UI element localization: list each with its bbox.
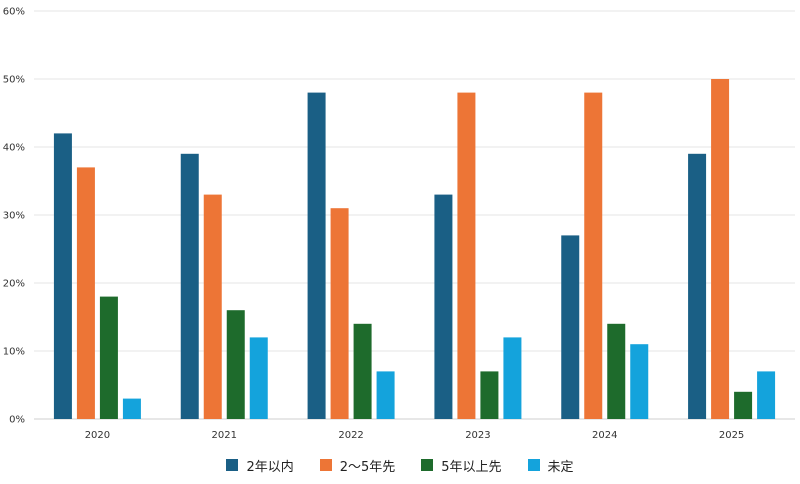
legend-item: 2年以内 — [226, 456, 294, 475]
bars — [53, 79, 776, 420]
bar-2023-5年以上先 — [480, 371, 499, 419]
bar-2025-5年以上先 — [734, 391, 753, 419]
x-axis: 2020 2021 2022 2023 2024 2025 — [85, 430, 745, 441]
legend-swatch — [527, 459, 540, 471]
bar-2020-5年以上先 — [99, 296, 118, 419]
bar-2024-2〜5年先 — [584, 92, 603, 419]
y-tick-label: 40% — [3, 143, 25, 154]
bar-2023-未定 — [503, 337, 522, 419]
legend-item: 未定 — [527, 456, 574, 475]
legend-swatch — [421, 459, 434, 471]
bar-2020-未定 — [122, 398, 141, 419]
x-tick-label: 2025 — [719, 430, 744, 441]
bar-2025-2〜5年先 — [711, 79, 730, 419]
legend: 2年以内 2〜5年先 5年以上先 未定 — [0, 454, 800, 476]
bar-2024-2年以内 — [561, 235, 580, 419]
bar-2025-未定 — [757, 371, 776, 419]
bar-2021-2年以内 — [180, 153, 199, 420]
bar-2024-5年以上先 — [607, 323, 626, 419]
legend-label: 未定 — [547, 459, 574, 475]
bar-2021-5年以上先 — [226, 310, 245, 419]
legend-label: 2年以内 — [246, 459, 294, 475]
bar-2023-2〜5年先 — [457, 92, 476, 419]
y-axis: 0% 10% 20% 30% 40% 50% 60% — [3, 7, 25, 426]
legend-label: 5年以上先 — [441, 459, 502, 475]
y-tick-label: 50% — [3, 75, 25, 86]
x-tick-label: 2024 — [592, 430, 617, 441]
x-tick-label: 2022 — [338, 430, 363, 441]
bar-2025-2年以内 — [688, 153, 707, 420]
x-tick-label: 2020 — [85, 430, 110, 441]
bar-2021-未定 — [249, 337, 268, 419]
x-tick-label: 2023 — [465, 430, 490, 441]
y-tick-label: 10% — [3, 347, 25, 358]
legend-swatch — [226, 459, 239, 471]
bar-2023-2年以内 — [434, 194, 453, 419]
legend-item: 2〜5年先 — [319, 456, 396, 475]
bar-2022-5年以上先 — [353, 323, 372, 419]
y-tick-label: 30% — [3, 211, 25, 222]
bar-2020-2〜5年先 — [76, 167, 95, 419]
x-tick-label: 2021 — [212, 430, 237, 441]
legend-item: 5年以上先 — [421, 456, 502, 475]
y-tick-label: 0% — [9, 415, 25, 426]
y-tick-label: 20% — [3, 279, 25, 290]
legend-swatch — [319, 459, 332, 471]
bar-2022-未定 — [376, 371, 395, 419]
bar-2022-2〜5年先 — [330, 208, 349, 419]
bar-2024-未定 — [630, 344, 649, 419]
y-tick-label: 60% — [3, 7, 25, 18]
bar-2021-2〜5年先 — [203, 194, 222, 419]
legend-label: 2〜5年先 — [339, 459, 396, 475]
gridlines — [34, 10, 795, 420]
bar-2020-2年以内 — [53, 133, 72, 419]
bar-2022-2年以内 — [307, 92, 326, 419]
